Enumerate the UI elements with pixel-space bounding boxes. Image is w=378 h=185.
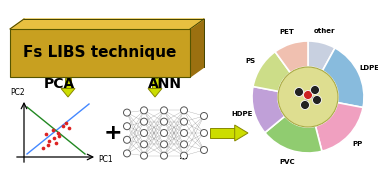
Point (45, 144, 51, 147)
Point (55, 132, 61, 134)
Text: PC2: PC2 (11, 88, 25, 97)
Text: PVC: PVC (279, 159, 295, 165)
Wedge shape (322, 48, 364, 107)
Text: HDPE: HDPE (231, 111, 253, 117)
Text: ANN: ANN (147, 77, 181, 91)
Text: PS: PS (246, 58, 256, 64)
Text: PC1: PC1 (98, 156, 113, 164)
Point (40, 147, 46, 149)
Circle shape (161, 141, 167, 148)
Circle shape (124, 123, 130, 130)
Polygon shape (152, 78, 158, 88)
Polygon shape (148, 88, 162, 97)
Circle shape (200, 112, 208, 120)
Circle shape (124, 136, 130, 143)
Circle shape (141, 107, 147, 114)
Circle shape (301, 100, 310, 110)
Circle shape (313, 95, 322, 105)
Circle shape (124, 109, 130, 116)
Wedge shape (316, 103, 363, 151)
Circle shape (181, 130, 187, 137)
Circle shape (161, 130, 167, 137)
Circle shape (161, 152, 167, 159)
Wedge shape (265, 116, 322, 153)
Circle shape (181, 107, 187, 114)
Polygon shape (210, 128, 235, 138)
Text: +: + (104, 123, 122, 143)
Circle shape (161, 107, 167, 114)
Point (56, 135, 62, 138)
Point (50, 128, 56, 131)
Circle shape (310, 85, 319, 95)
Circle shape (141, 130, 147, 137)
Circle shape (200, 130, 208, 137)
Text: PP: PP (352, 141, 363, 147)
Wedge shape (275, 41, 308, 73)
Circle shape (294, 88, 304, 97)
Point (51, 137, 57, 140)
Polygon shape (190, 19, 204, 77)
Circle shape (161, 118, 167, 125)
Wedge shape (308, 41, 335, 71)
Circle shape (181, 118, 187, 125)
Point (46, 140, 52, 143)
Polygon shape (61, 88, 75, 97)
Text: other: other (314, 28, 336, 34)
Circle shape (200, 147, 208, 154)
Point (53, 142, 59, 145)
Polygon shape (65, 78, 71, 88)
Text: PCA: PCA (44, 77, 75, 91)
Circle shape (278, 67, 338, 127)
Circle shape (141, 152, 147, 159)
Circle shape (141, 118, 147, 125)
Wedge shape (252, 87, 285, 133)
Circle shape (304, 90, 313, 100)
Point (66, 126, 72, 129)
Polygon shape (10, 29, 190, 77)
Circle shape (181, 152, 187, 159)
Circle shape (181, 141, 187, 148)
Wedge shape (253, 52, 290, 91)
Point (60, 125, 66, 128)
Circle shape (124, 150, 130, 157)
Point (43, 133, 49, 136)
Circle shape (141, 141, 147, 148)
Polygon shape (10, 19, 204, 29)
Point (63, 121, 69, 124)
Text: ···: ··· (180, 154, 189, 164)
Polygon shape (235, 125, 248, 141)
Text: Fs LIBS technique: Fs LIBS technique (23, 45, 177, 60)
Text: PET: PET (280, 29, 294, 35)
Text: LDPE: LDPE (359, 65, 378, 71)
